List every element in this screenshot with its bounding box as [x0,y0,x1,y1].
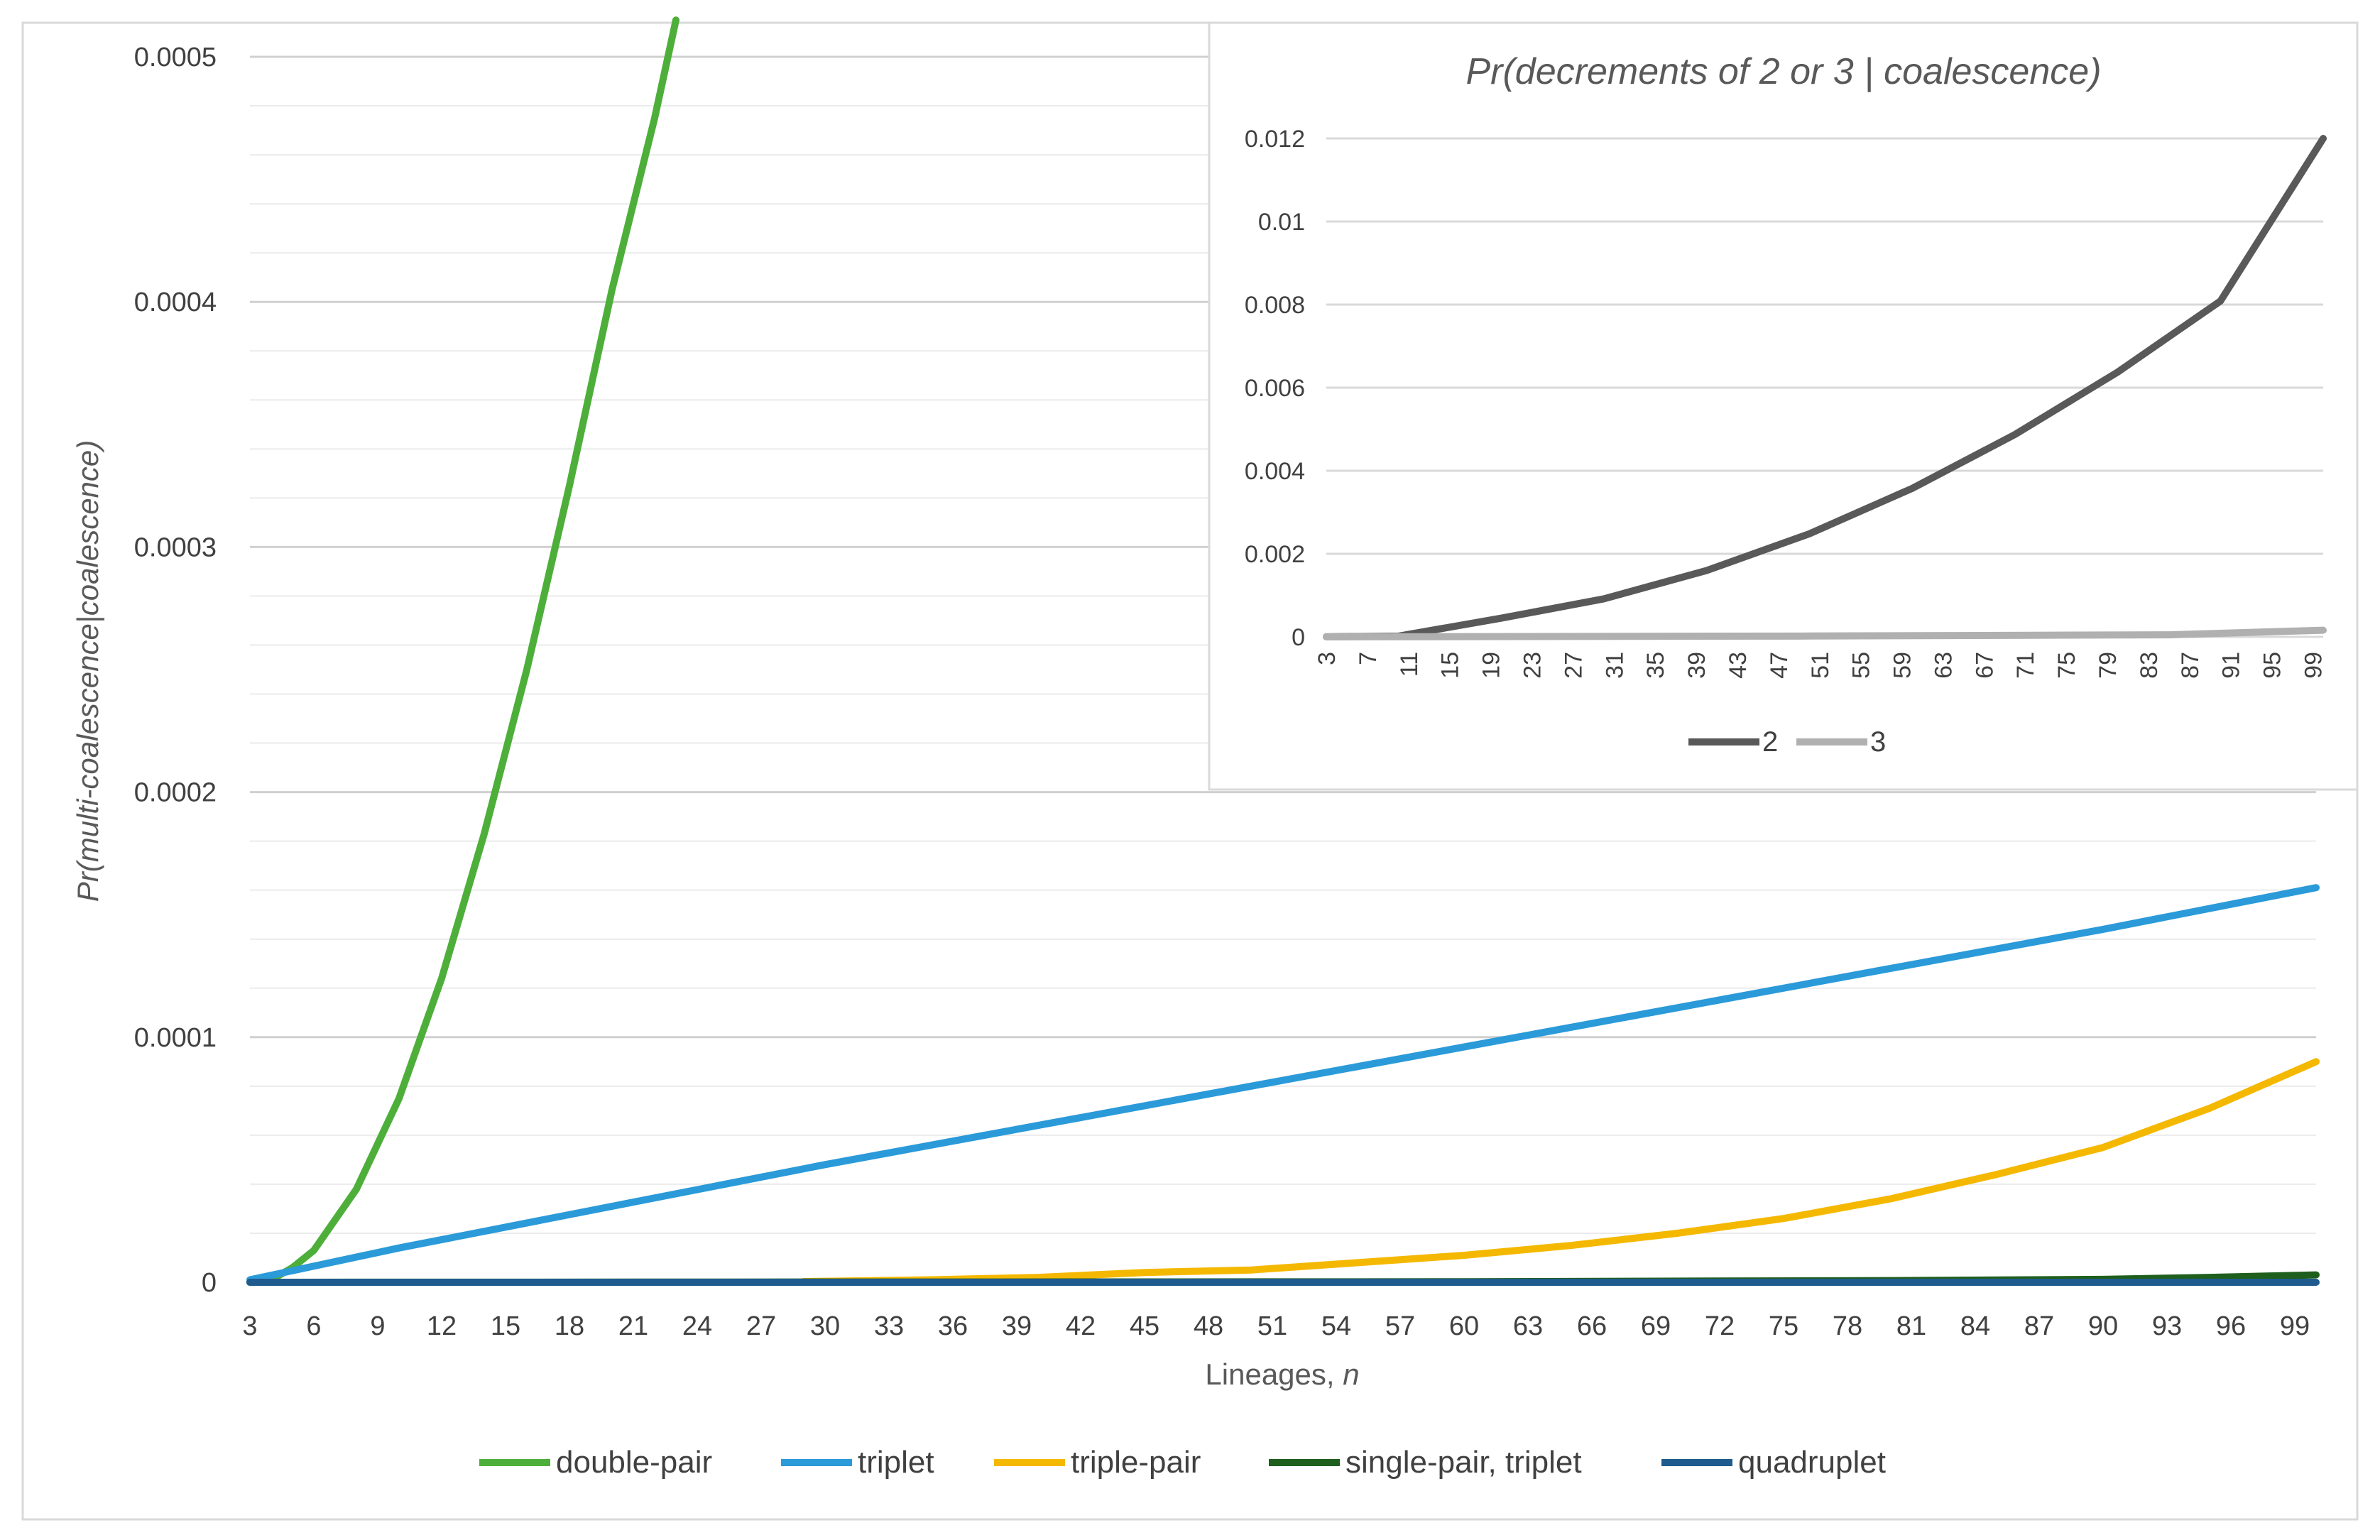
inset-x-tick-label: 27 [1560,652,1587,679]
inset-x-tick-label: 3 [1314,652,1341,665]
inset-x-tick-label: 15 [1437,652,1464,679]
x-tick-label: 48 [1194,1311,1223,1341]
x-tick-label: 96 [2216,1311,2246,1341]
y-tick-label: 0 [202,1268,217,1298]
x-tick-label: 93 [2152,1311,2182,1341]
main-series-lines [246,16,2320,1286]
inset-legend-label-3: 3 [1870,726,1886,758]
inset-series-lines [1323,135,2327,640]
inset-x-tick-label: 23 [1519,652,1546,679]
series-line-triple-pair [800,1058,2320,1285]
inset-x-tick-label: 91 [2218,652,2245,679]
x-tick-label: 21 [618,1311,648,1341]
x-tick-label: 12 [427,1311,457,1341]
inset-x-tick-label: 71 [2012,652,2039,679]
x-tick-label: 87 [2024,1311,2054,1341]
inset-x-tick-label: 95 [2259,652,2286,679]
inset-x-tick-label: 51 [1807,652,1834,679]
legend-label-single-pair-triplet: single-pair, triplet [1345,1445,1582,1480]
inset-x-tick-label: 59 [1889,652,1916,679]
inset-title: Pr(decrements of 2 or 3 | coalescence) [1465,51,2101,92]
inset-y-tick-labels: 0 0.002 0.004 0.006 0.008 0.01 0.012 [1245,126,1305,651]
x-tick-label: 45 [1130,1311,1159,1341]
y-tick-label: 0.0001 [134,1023,217,1053]
x-tick-label: 72 [1705,1311,1735,1341]
inset-x-tick-labels: 3 7 11 15 19 23 27 31 35 39 43 47 51 55 59 63 67 71 75 79 83… [1314,652,2327,679]
inset-x-tick-label: 75 [2053,652,2080,679]
x-axis-title: Lineages, n [1205,1358,1359,1391]
x-tick-label: 6 [306,1311,321,1341]
inset-x-tick-label: 83 [2136,652,2163,679]
inset-legend-label-2: 2 [1762,726,1778,758]
inset-y-tick-label: 0.012 [1245,126,1305,153]
x-tick-label: 66 [1577,1311,1607,1341]
inset-x-tick-label: 99 [2300,652,2327,679]
x-tick-label: 36 [938,1311,968,1341]
x-tick-label: 78 [1833,1311,1862,1341]
inset-y-tick-label: 0.002 [1245,541,1305,568]
inset-chart: Pr(decrements of 2 or 3 | coalescence) 0… [1208,21,2359,791]
legend-label-quadruplet: quadruplet [1738,1445,1886,1480]
inset-y-tick-label: 0.008 [1245,292,1305,319]
inset-y-tick-label: 0.01 [1258,209,1305,236]
y-tick-label: 0.0003 [134,533,217,562]
inset-series-line-3 [1323,626,2327,640]
series-line-triplet [246,884,2320,1284]
y-tick-label: 0.0004 [134,288,217,317]
x-axis-title-prefix: Lineages, [1205,1358,1343,1391]
x-tick-label: 33 [874,1311,904,1341]
inset-x-tick-label: 47 [1766,652,1793,679]
x-tick-label: 99 [2280,1311,2310,1341]
inset-x-tick-label: 11 [1396,652,1423,677]
inset-x-tick-label: 67 [1971,652,1998,679]
inset-y-tick-label: 0.004 [1245,458,1305,485]
x-tick-label: 9 [370,1311,385,1341]
x-tick-label: 42 [1066,1311,1096,1341]
y-tick-label: 0.0002 [134,778,217,808]
x-tick-label: 39 [1002,1311,1032,1341]
legend-label-double-pair: double-pair [556,1445,712,1480]
inset-x-tick-label: 31 [1601,652,1628,679]
main-legend: double-pair triplet triple-pair single-pair… [479,1445,1886,1480]
main-y-tick-labels: 0 0.0001 0.0002 0.0003 0.0004 0.0005 [134,43,217,1298]
x-tick-label: 75 [1769,1311,1798,1341]
x-axis-title-var: n [1343,1358,1359,1391]
x-tick-label: 27 [746,1311,776,1341]
inset-x-tick-label: 79 [2095,652,2122,679]
x-tick-label: 69 [1641,1311,1671,1341]
inset-y-tick-label: 0.006 [1245,375,1305,402]
x-tick-label: 63 [1513,1311,1543,1341]
x-tick-label: 90 [2088,1311,2118,1341]
x-tick-label: 81 [1896,1311,1926,1341]
legend-label-triplet: triplet [858,1445,934,1480]
inset-x-tick-label: 7 [1355,652,1382,665]
inset-x-tick-label: 35 [1642,652,1669,679]
legend-label-triple-pair: triple-pair [1071,1445,1201,1480]
inset-gridlines [1326,137,2323,638]
x-tick-label: 18 [555,1311,584,1341]
inset-x-tick-label: 87 [2177,652,2204,679]
inset-series-line-2 [1323,135,2327,640]
x-tick-label: 84 [1960,1311,1990,1341]
x-tick-label: 3 [242,1311,257,1341]
x-tick-label: 15 [491,1311,520,1341]
main-x-tick-labels: 3 6 9 12 15 18 21 24 27 30 33 36 39 42 45 48 51 54 57 60 63 6… [242,1311,2310,1341]
inset-y-tick-label: 0 [1292,624,1305,651]
inset-x-tick-label: 63 [1931,652,1958,679]
inset-x-tick-label: 19 [1478,652,1505,679]
x-tick-label: 30 [810,1311,840,1341]
y-tick-label: 0.0005 [134,43,217,72]
inset-x-tick-label: 55 [1848,652,1875,679]
inset-x-tick-label: 43 [1725,652,1752,679]
y-axis-title: Pr(multi-coalescence|coalescence) [71,440,105,902]
inset-border [1208,21,2359,791]
x-tick-label: 54 [1321,1311,1351,1341]
inset-x-tick-label: 39 [1683,652,1710,679]
x-tick-label: 24 [682,1311,712,1341]
x-tick-label: 57 [1385,1311,1415,1341]
x-tick-label: 60 [1449,1311,1479,1341]
x-tick-label: 51 [1257,1311,1287,1341]
